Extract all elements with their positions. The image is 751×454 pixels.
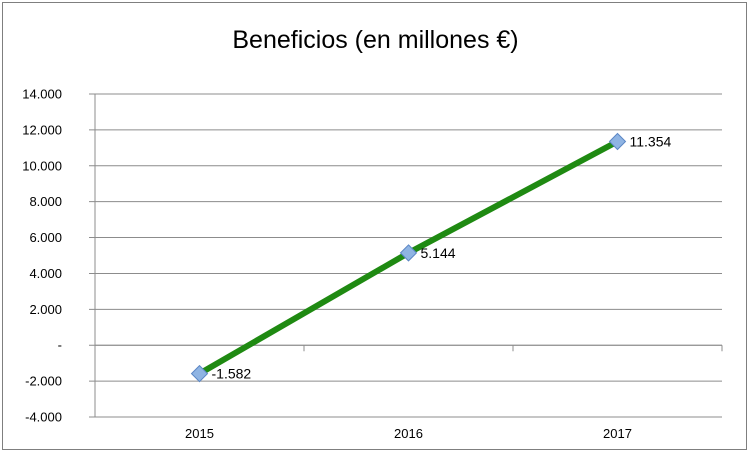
y-tick-label: -4.000 [25, 410, 62, 425]
x-tick-label: 2016 [394, 426, 423, 441]
y-tick-label: 4.000 [29, 266, 62, 281]
chart-frame [2, 2, 747, 450]
x-tick-label: 2017 [603, 426, 632, 441]
y-tick-label: - [58, 338, 62, 353]
y-tick-label: 6.000 [29, 230, 62, 245]
y-tick-label: 12.000 [22, 122, 62, 137]
y-tick-label: 8.000 [29, 194, 62, 209]
grid-lines [89, 93, 722, 418]
y-tick-label: 14.000 [22, 87, 62, 102]
data-label: -1.582 [212, 366, 252, 382]
y-tick-labels: 14.000 12.000 10.000 8.000 6.000 4.000 2.000 - -… [22, 87, 62, 425]
y-tick-label: 10.000 [22, 158, 62, 173]
data-point-marker [608, 132, 627, 151]
data-point-marker [399, 244, 418, 262]
data-point-marker [190, 364, 209, 383]
data-labels: -1.582 5.144 11.354 [212, 133, 672, 381]
x-tick-labels: 2015 2016 2017 [185, 426, 632, 441]
y-tick-label: -2.000 [25, 374, 62, 389]
y-tick-label: 2.000 [29, 302, 62, 317]
x-tick-label: 2015 [185, 426, 214, 441]
axes [94, 94, 723, 417]
data-label: 11.354 [630, 133, 672, 149]
data-label: 5.144 [421, 245, 456, 261]
data-markers [190, 132, 627, 383]
chart-title: Beneficios (en millones €) [232, 26, 519, 54]
